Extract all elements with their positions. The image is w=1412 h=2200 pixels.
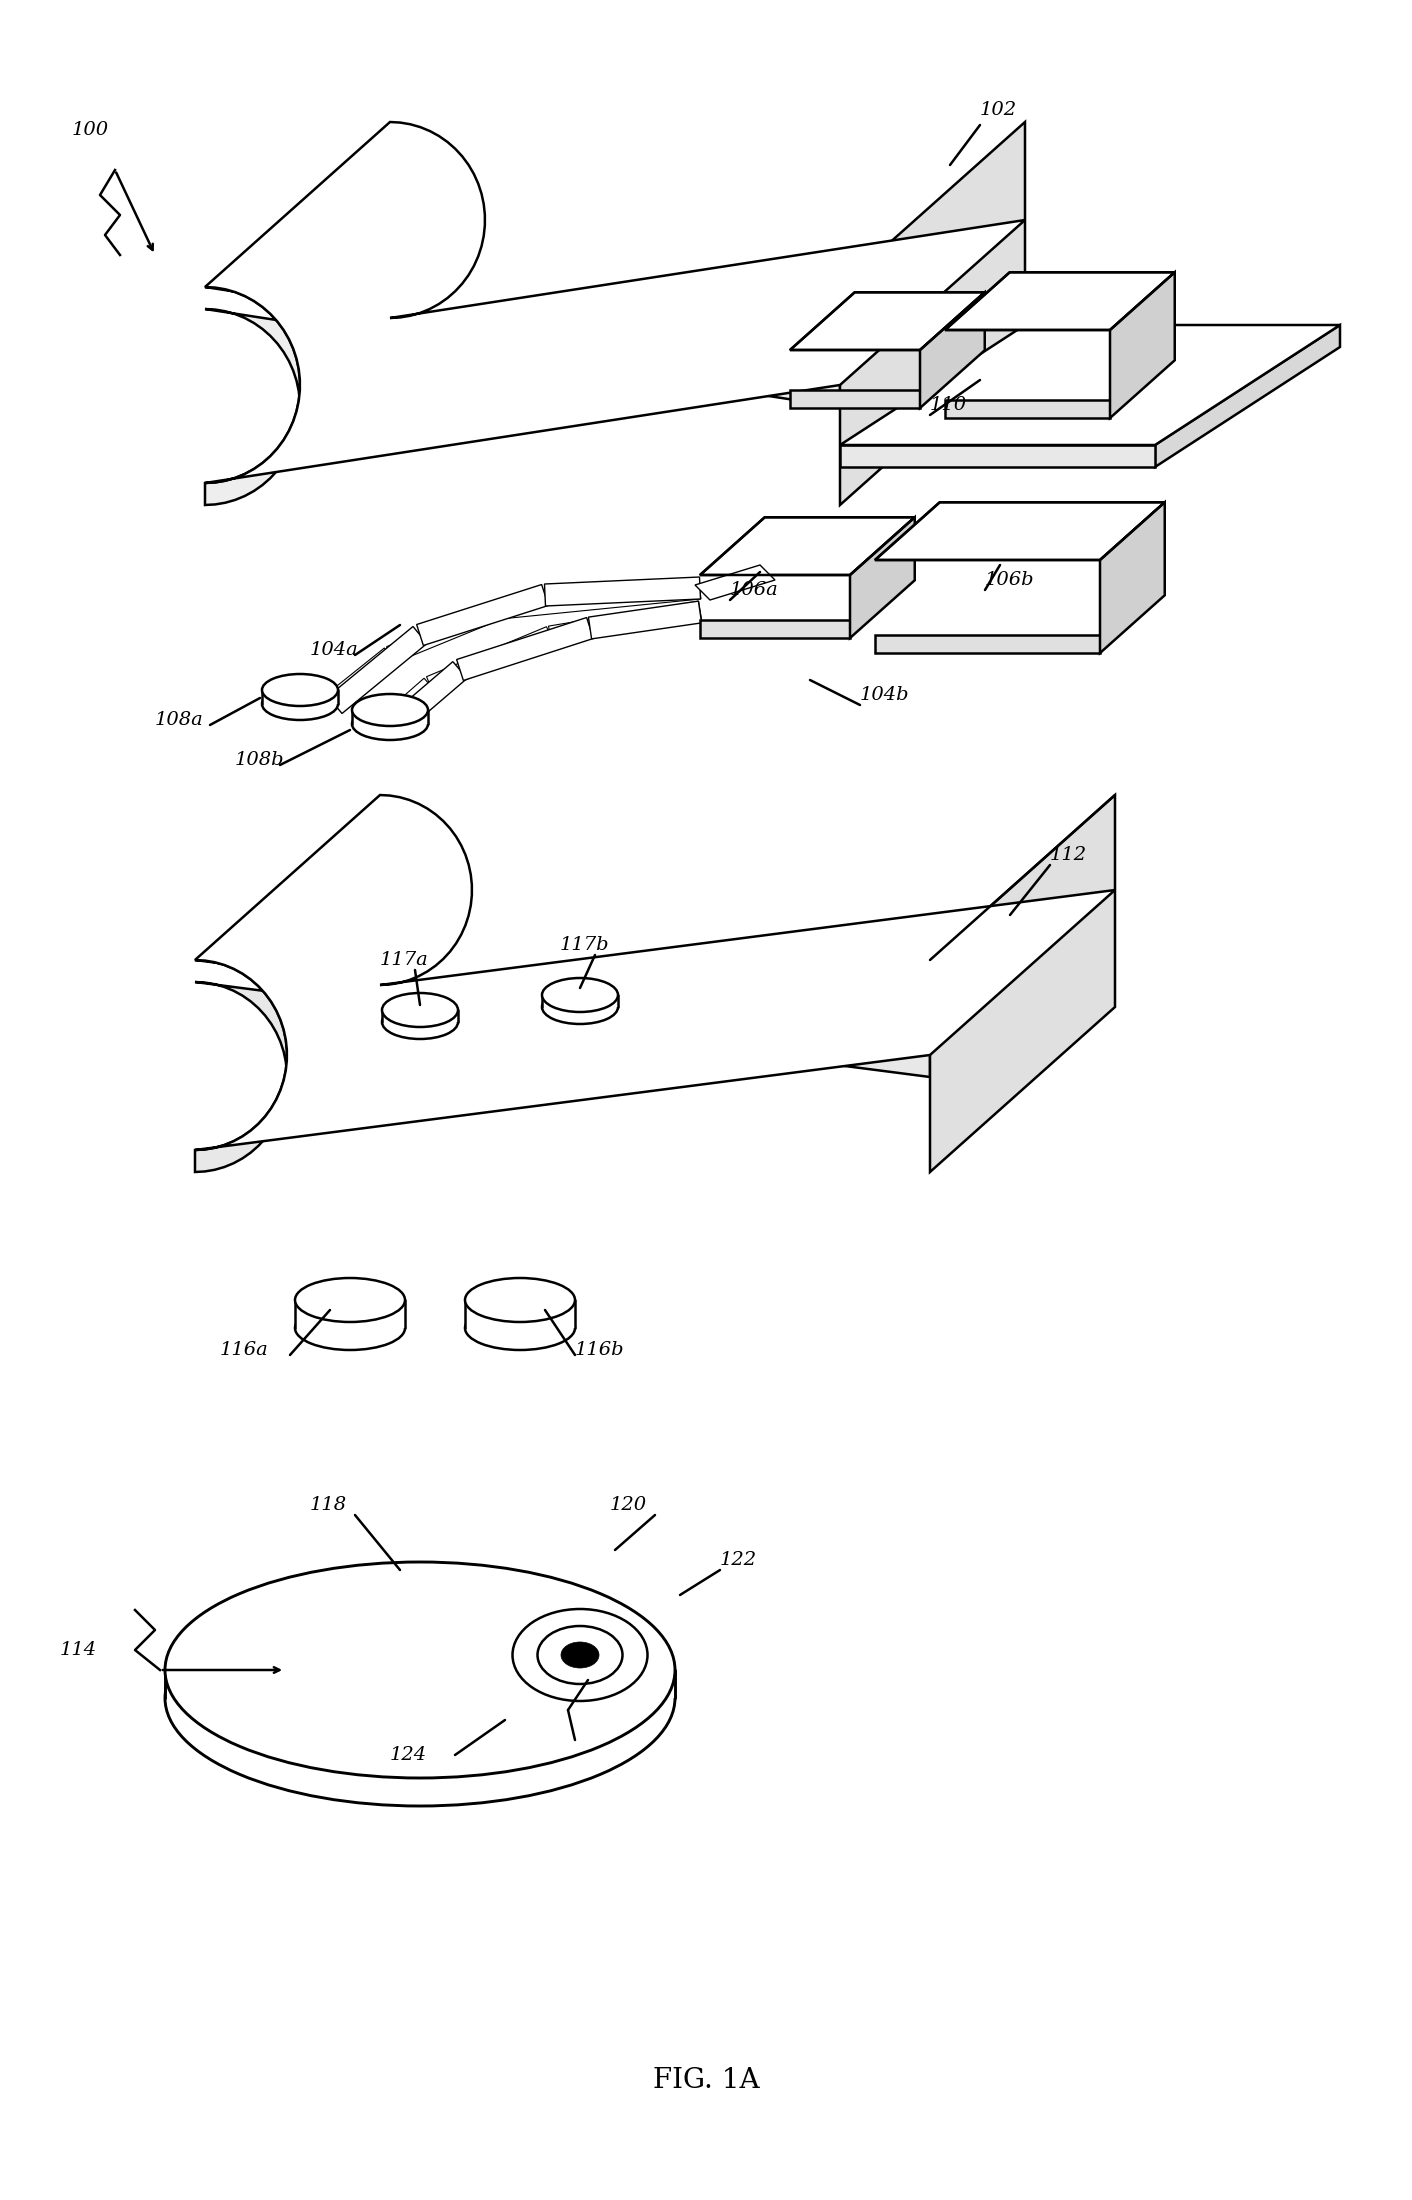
Text: 124: 124 (390, 1747, 426, 1764)
Text: FIG. 1A: FIG. 1A (652, 2066, 760, 2094)
Text: 117a: 117a (380, 950, 429, 968)
Text: 117b: 117b (561, 935, 610, 955)
Ellipse shape (542, 990, 618, 1023)
Text: 110: 110 (931, 396, 967, 414)
Ellipse shape (165, 1562, 675, 1778)
Polygon shape (335, 649, 395, 702)
Text: 102: 102 (980, 101, 1017, 119)
Polygon shape (542, 994, 618, 1008)
Polygon shape (945, 273, 1175, 330)
Text: 122: 122 (720, 1551, 757, 1569)
Text: 106b: 106b (986, 572, 1035, 590)
Polygon shape (465, 1300, 575, 1329)
Polygon shape (840, 326, 1340, 444)
Polygon shape (384, 678, 436, 726)
Ellipse shape (465, 1278, 575, 1322)
Polygon shape (548, 601, 702, 645)
Text: 114: 114 (59, 1641, 97, 1659)
Polygon shape (195, 794, 1115, 1151)
Ellipse shape (383, 1005, 457, 1038)
Polygon shape (840, 121, 1025, 506)
Polygon shape (1110, 273, 1175, 418)
Text: 112: 112 (1051, 847, 1087, 865)
Polygon shape (165, 1670, 675, 1698)
Polygon shape (700, 620, 850, 638)
Ellipse shape (352, 708, 428, 739)
Ellipse shape (295, 1307, 405, 1351)
Polygon shape (426, 627, 554, 693)
Polygon shape (695, 565, 775, 601)
Polygon shape (1100, 502, 1165, 653)
Ellipse shape (561, 1641, 599, 1668)
Polygon shape (295, 1300, 405, 1329)
Polygon shape (700, 517, 915, 574)
Ellipse shape (263, 673, 337, 706)
Polygon shape (383, 1010, 457, 1023)
Polygon shape (383, 662, 467, 739)
Polygon shape (456, 618, 593, 680)
Text: 104a: 104a (311, 640, 359, 660)
Ellipse shape (295, 1278, 405, 1322)
Polygon shape (789, 293, 984, 350)
Polygon shape (875, 636, 1100, 653)
Polygon shape (498, 581, 700, 618)
Text: 120: 120 (610, 1496, 647, 1514)
Polygon shape (850, 517, 915, 638)
Text: 116b: 116b (575, 1342, 624, 1360)
Text: 108b: 108b (234, 750, 285, 770)
Ellipse shape (538, 1626, 623, 1683)
Polygon shape (328, 627, 426, 713)
Polygon shape (545, 576, 700, 605)
Ellipse shape (352, 693, 428, 726)
Ellipse shape (263, 689, 337, 719)
Polygon shape (205, 121, 1025, 484)
Polygon shape (195, 959, 931, 1173)
Ellipse shape (165, 1591, 675, 1806)
Text: 106a: 106a (730, 581, 779, 598)
Polygon shape (789, 389, 921, 407)
Text: 108a: 108a (155, 711, 203, 728)
Polygon shape (945, 400, 1110, 418)
Text: 104b: 104b (860, 686, 909, 704)
Polygon shape (387, 601, 504, 664)
Polygon shape (840, 444, 1155, 466)
Ellipse shape (383, 992, 457, 1027)
Polygon shape (589, 601, 702, 638)
Text: 116a: 116a (220, 1342, 268, 1360)
Polygon shape (921, 293, 984, 407)
Ellipse shape (542, 979, 618, 1012)
Polygon shape (1155, 326, 1340, 466)
Polygon shape (263, 691, 337, 704)
Polygon shape (205, 286, 840, 506)
Ellipse shape (465, 1307, 575, 1351)
Polygon shape (875, 502, 1165, 561)
Polygon shape (931, 794, 1115, 1173)
Text: 118: 118 (311, 1496, 347, 1514)
Polygon shape (352, 711, 428, 724)
Text: 100: 100 (72, 121, 109, 139)
Polygon shape (417, 585, 548, 645)
